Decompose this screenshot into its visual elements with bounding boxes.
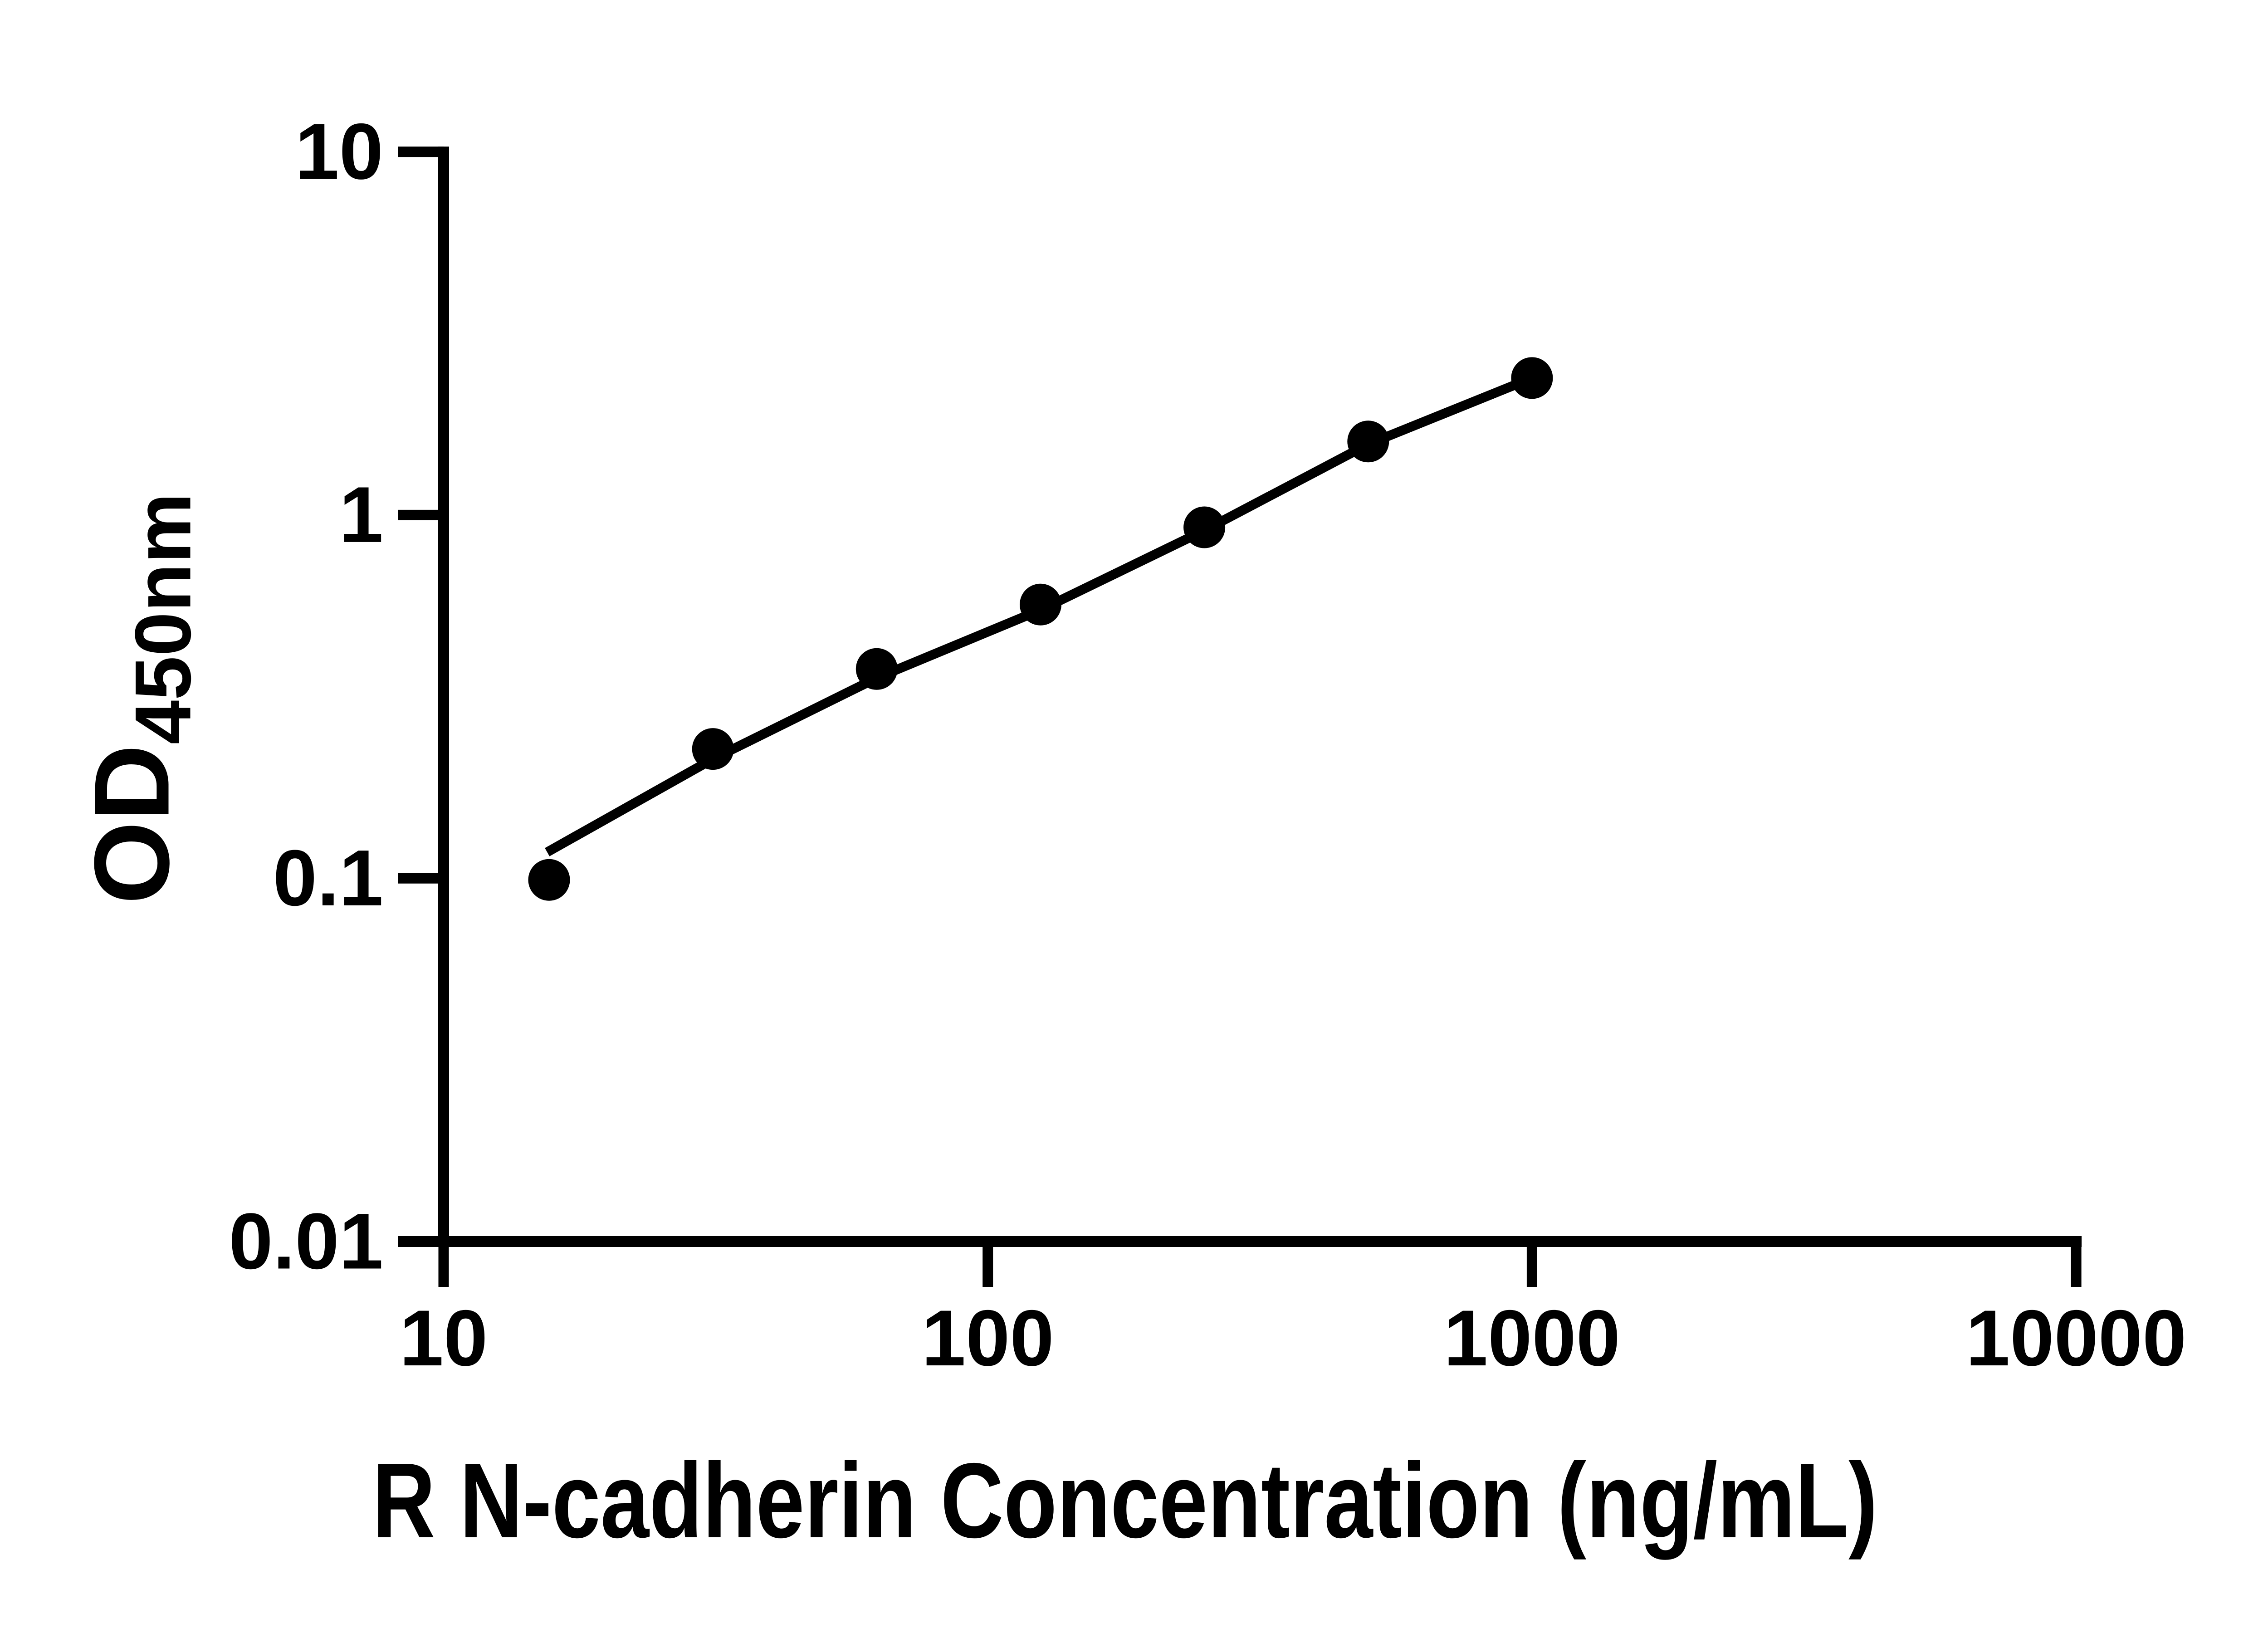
data-point: [1347, 420, 1389, 463]
x-tick-label: 10000: [1966, 1294, 2187, 1383]
y-axis-title: OD450nm: [72, 493, 208, 905]
x-tick-label: 100: [922, 1294, 1054, 1383]
data-point: [855, 648, 898, 690]
data-point: [1020, 583, 1061, 626]
x-tick-label: 10: [400, 1294, 488, 1383]
data-point: [1511, 357, 1553, 399]
y-axis-title-subscript: 450nm: [119, 493, 208, 744]
y-tick-label: 10: [295, 108, 383, 196]
x-axis-title: R N-cadherin Concentration (ng/mL): [372, 1441, 1878, 1560]
y-tick-label: 0.01: [229, 1198, 383, 1286]
x-tick-label: 1000: [1444, 1294, 1620, 1383]
data-point: [1183, 506, 1226, 548]
y-axis-title-main: OD: [72, 744, 191, 905]
data-point: [528, 859, 570, 901]
y-tick-label: 0.1: [273, 834, 383, 923]
data-point: [692, 728, 734, 770]
y-tick-label: 1: [339, 471, 383, 559]
